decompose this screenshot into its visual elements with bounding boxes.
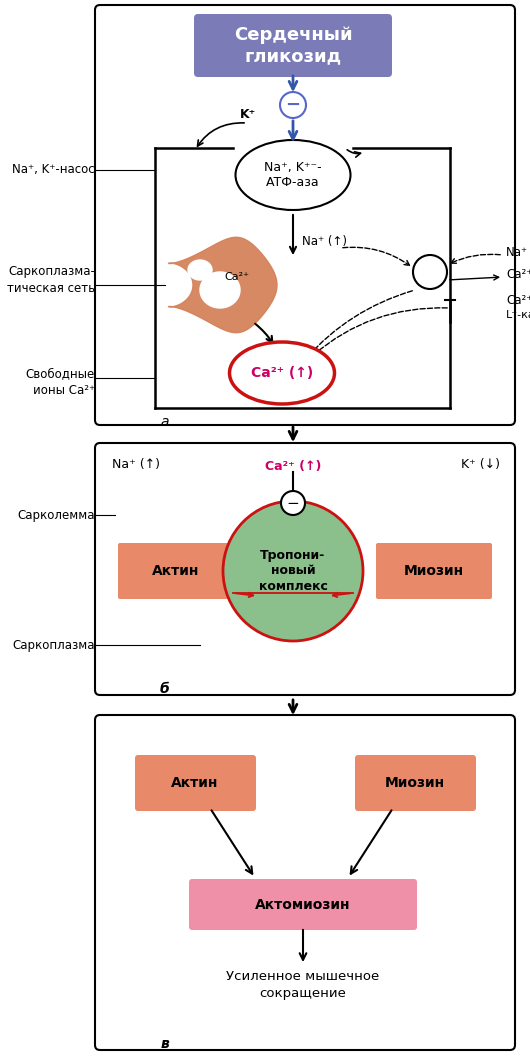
Text: Актин: Актин — [171, 776, 219, 790]
FancyBboxPatch shape — [95, 443, 515, 695]
Text: Na⁺, K⁺-насос: Na⁺, K⁺-насос — [12, 163, 95, 177]
FancyBboxPatch shape — [118, 543, 234, 599]
Text: Ca²⁺ (↑): Ca²⁺ (↑) — [251, 366, 313, 379]
Polygon shape — [169, 237, 277, 333]
Text: Ca²⁺ (↑): Ca²⁺ (↑) — [265, 460, 321, 473]
FancyBboxPatch shape — [355, 755, 476, 811]
Text: Na⁺: Na⁺ — [506, 247, 528, 260]
Text: −: − — [286, 96, 301, 114]
Text: Актомиозин: Актомиозин — [255, 898, 351, 912]
Text: Na⁺, K⁺⁻-
АТФ-аза: Na⁺, K⁺⁻- АТФ-аза — [264, 160, 322, 190]
Text: Ca²⁺: Ca²⁺ — [225, 272, 250, 282]
Text: Саркоплазма-
тическая сеть: Саркоплазма- тическая сеть — [7, 265, 95, 295]
FancyBboxPatch shape — [95, 716, 515, 1050]
Polygon shape — [200, 272, 240, 308]
Text: Тропони-
новый
комплекс: Тропони- новый комплекс — [259, 548, 328, 594]
Polygon shape — [188, 260, 212, 280]
FancyBboxPatch shape — [194, 14, 392, 77]
Circle shape — [413, 255, 447, 289]
Text: L⁻-каналы: L⁻-каналы — [506, 310, 530, 320]
Text: Миозин: Миозин — [385, 776, 445, 790]
FancyBboxPatch shape — [189, 879, 417, 930]
Text: Актин: Актин — [152, 564, 200, 578]
Text: −: − — [287, 495, 299, 511]
Ellipse shape — [229, 342, 334, 404]
Text: Na⁺ (↑): Na⁺ (↑) — [302, 235, 347, 248]
Text: Свободные
ионы Ca²⁺: Свободные ионы Ca²⁺ — [26, 368, 95, 396]
Circle shape — [223, 501, 363, 641]
Circle shape — [281, 491, 305, 515]
Text: Саркоплазма: Саркоплазма — [13, 638, 95, 652]
Ellipse shape — [235, 140, 350, 210]
Text: а: а — [161, 416, 169, 429]
Text: Na⁺ (↑): Na⁺ (↑) — [112, 458, 160, 471]
Circle shape — [280, 92, 306, 118]
Text: Сердечный
гликозид: Сердечный гликозид — [234, 26, 352, 65]
Text: Ca²⁺: Ca²⁺ — [506, 268, 530, 282]
Text: K⁺ (↓): K⁺ (↓) — [461, 458, 500, 471]
Text: Ca²⁺: Ca²⁺ — [506, 294, 530, 306]
FancyBboxPatch shape — [135, 755, 256, 811]
FancyBboxPatch shape — [376, 543, 492, 599]
Text: Усиленное мышечное
сокращение: Усиленное мышечное сокращение — [226, 970, 379, 1000]
Text: Сарколемма: Сарколемма — [17, 509, 95, 522]
Text: б: б — [160, 682, 170, 696]
Text: Миозин: Миозин — [404, 564, 464, 578]
FancyBboxPatch shape — [95, 5, 515, 425]
Text: в: в — [161, 1037, 170, 1052]
Text: K⁺: K⁺ — [240, 108, 256, 122]
